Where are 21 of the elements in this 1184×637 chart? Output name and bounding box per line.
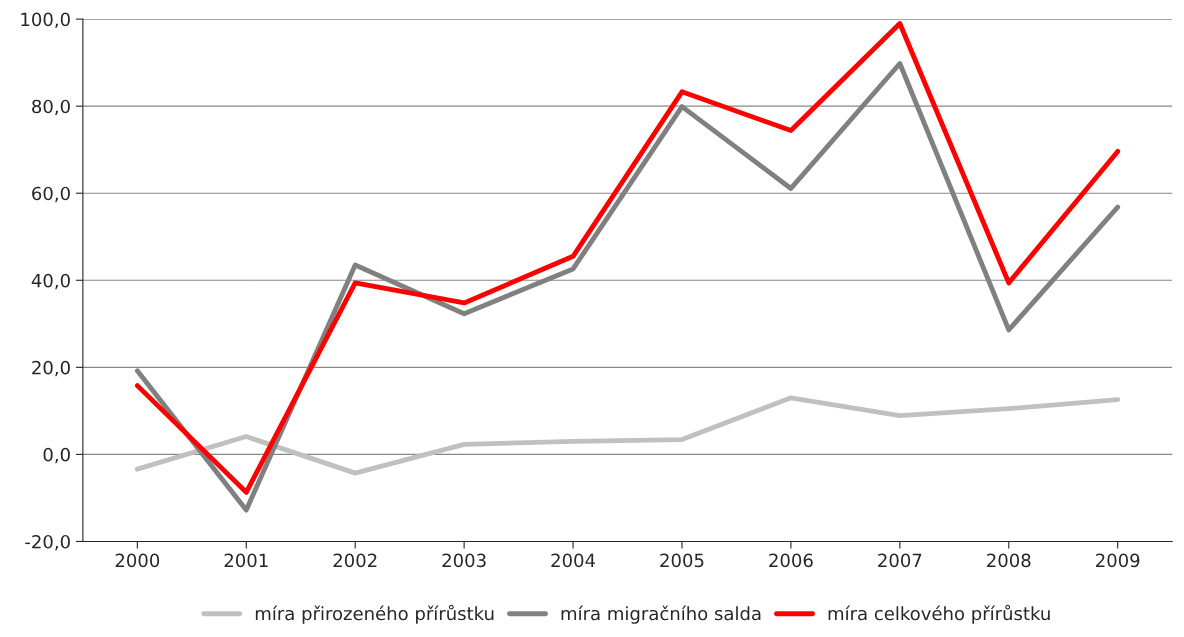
y-tick-label: 0,0: [43, 447, 70, 464]
y-tick-label: 40,0: [31, 273, 70, 290]
x-tick-label: 2008: [987, 553, 1031, 568]
legend-label: míra migračního salda: [561, 605, 761, 624]
x-tick-label: 2001: [224, 553, 268, 568]
y-tick-label: 60,0: [32, 186, 70, 203]
x-tick-label: 2000: [115, 553, 160, 568]
y-tick-label: 100,0: [21, 12, 70, 29]
x-tick-label: 2005: [660, 553, 704, 568]
y-tick-label: -20,0: [25, 534, 70, 551]
x-tick-label: 2006: [769, 553, 813, 568]
legend-label: míra celkového přírůstku: [828, 604, 1050, 624]
y-tick-label: 20,0: [32, 360, 70, 377]
x-tick-label: 2009: [1096, 553, 1140, 568]
legend-label: míra přirozeného přírůstku: [255, 604, 494, 624]
x-tick-label: 2002: [333, 553, 377, 568]
y-tick-label: 80,0: [32, 99, 70, 116]
x-tick-label: 2004: [551, 553, 596, 568]
x-tick-label: 2007: [878, 553, 922, 568]
x-tick-label: 2003: [442, 553, 486, 568]
line-series: [134, 395, 1121, 476]
